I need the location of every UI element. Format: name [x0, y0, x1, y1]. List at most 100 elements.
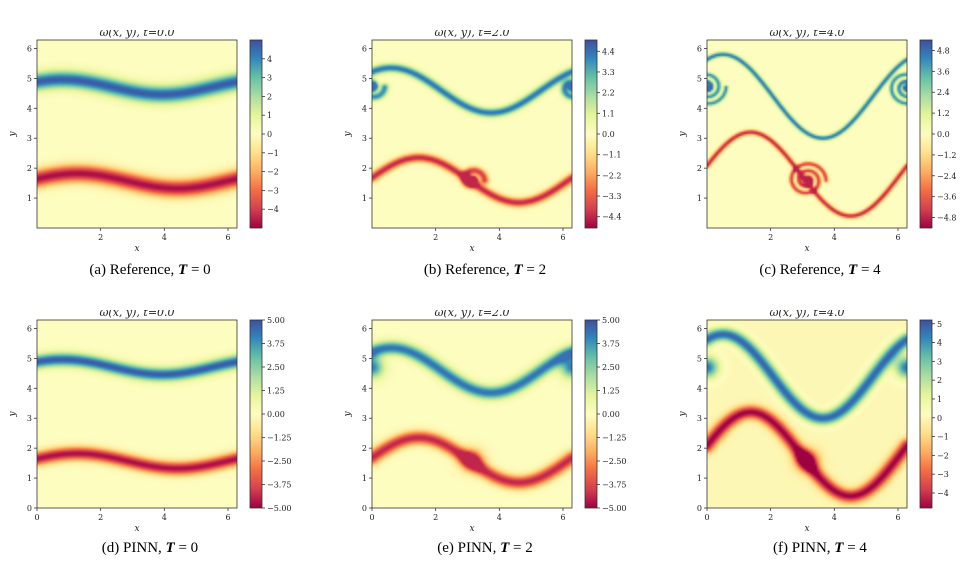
colorbar-tick-label: 1	[937, 395, 942, 404]
x-tick-label: 6	[225, 513, 230, 522]
x-tick-label: 4	[497, 233, 502, 242]
y-tick-label: 6	[362, 44, 367, 53]
y-tick-label: 4	[697, 384, 702, 393]
colorbar	[919, 319, 933, 509]
y-tick-label: 3	[27, 414, 32, 423]
caption-value: = 0	[174, 540, 199, 556]
y-tick-label: 6	[362, 324, 367, 333]
colorbar-tick-label: 1	[267, 111, 272, 120]
y-tick-label: 4	[27, 104, 32, 113]
y-tick-label: 4	[362, 384, 367, 393]
x-tick-label: 2	[98, 513, 103, 522]
chart-panel-c: ω(x, y), t=4.0 2 4 6 x 1 2 3 4 5 6 y 4.8 3.6 2.4 1.2 0.0…	[670, 26, 965, 290]
colorbar	[249, 39, 263, 229]
colorbar-tick-label: 3.6	[937, 67, 950, 76]
y-tick-label: 5	[362, 354, 367, 363]
x-axis-label: x	[804, 524, 809, 534]
colorbar-tick-label: −1.25	[267, 434, 292, 443]
caption-e: (e) PINN, T = 2	[335, 540, 635, 557]
colorbar-tick-label: −5.00	[267, 504, 292, 513]
y-axis-label: y	[8, 131, 18, 138]
y-tick-label: 2	[362, 164, 367, 173]
plot-frame	[371, 39, 573, 229]
colorbar-tick-label: 0	[937, 414, 942, 423]
chart-svg-e: ω(x, y), t=2.0 0 2 4 6 x 0 1 2 3 4 5 6 y 5.00 3.75 2.50 1…	[343, 306, 627, 534]
colorbar-tick-label: 3	[267, 74, 272, 83]
colorbar-tick-label: −1	[267, 149, 279, 158]
colorbar-tick-label: −2.4	[937, 172, 956, 181]
colorbar-tick-label: −4	[267, 205, 279, 214]
y-tick-label: 2	[27, 444, 32, 453]
heatmap-image	[37, 320, 237, 508]
x-tick-label: 6	[560, 233, 565, 242]
y-tick-label: 2	[27, 164, 32, 173]
x-tick-label: 0	[704, 513, 709, 522]
colorbar-tick-label: 0.0	[602, 130, 615, 139]
y-tick-label: 1	[697, 194, 702, 203]
x-tick-label: 6	[895, 513, 900, 522]
caption-prefix: (d) PINN,	[101, 540, 166, 556]
caption-variable: T	[178, 262, 188, 278]
colorbar	[584, 319, 598, 509]
chart-title: ω(x, y), t=4.0	[769, 30, 844, 39]
colorbar-tick-label: −1.1	[602, 151, 621, 160]
y-tick-label: 5	[27, 74, 32, 83]
y-tick-label: 3	[697, 414, 702, 423]
colorbar-tick-label: 0.00	[602, 410, 620, 419]
y-tick-label: 0	[27, 504, 32, 513]
colorbar-tick-label: 5	[937, 320, 942, 329]
plot-frame	[36, 39, 238, 229]
x-tick-label: 4	[832, 513, 837, 522]
caption-value: = 0	[187, 262, 211, 278]
y-tick-label: 3	[27, 134, 32, 143]
chart-svg-c: ω(x, y), t=4.0 2 4 6 x 1 2 3 4 5 6 y 4.8 3.6 2.4 1.2 0.0…	[678, 26, 956, 254]
x-axis-label: x	[804, 244, 809, 254]
y-tick-label: 4	[697, 104, 702, 113]
caption-variable: T	[513, 262, 523, 278]
colorbar-tick-label: 3.3	[602, 68, 615, 77]
heatmap-image	[372, 320, 572, 508]
y-tick-label: 5	[27, 354, 32, 363]
caption-d: (d) PINN, T = 0	[0, 540, 300, 557]
colorbar-tick-label: 5.00	[602, 316, 620, 325]
y-tick-label: 5	[362, 74, 367, 83]
colorbar-tick-label: −2	[937, 451, 949, 460]
chart-panel-f: ω(x, y), t=4.0 0 2 4 6 x 0 1 2 3 4 5 6 y 5 4 3 2 1 0 −1 −2 −3 −…	[670, 306, 965, 570]
colorbar-tick-label: 3.75	[602, 340, 620, 349]
colorbar-tick-label: −3.75	[267, 481, 292, 490]
colorbar-tick-label: −2.2	[602, 171, 621, 180]
chart-svg-f: ω(x, y), t=4.0 0 2 4 6 x 0 1 2 3 4 5 6 y 5 4 3 2 1 0 −1 −2 −3 −…	[678, 306, 949, 534]
colorbar-tick-label: 1.1	[602, 109, 615, 118]
colorbar-tick-label: −4.8	[937, 214, 956, 223]
y-tick-label: 1	[362, 474, 367, 483]
y-tick-label: 5	[697, 354, 702, 363]
heatmap-image	[707, 320, 907, 508]
y-tick-label: 2	[697, 164, 702, 173]
y-axis-label: y	[8, 411, 18, 418]
colorbar	[249, 319, 263, 509]
caption-f: (f) PINN, T = 4	[670, 540, 965, 557]
colorbar-tick-label: 2	[267, 92, 272, 101]
y-tick-label: 2	[362, 444, 367, 453]
plot-frame	[371, 319, 573, 509]
colorbar-tick-label: −3	[267, 186, 279, 195]
chart-panel-d: ω(x, y), t=0.0 0 2 4 6 x 0 1 2 3 4 5 6 y 5.00 3.75 2.50 1…	[0, 306, 300, 570]
caption-value: = 4	[857, 262, 881, 278]
plot-frame	[706, 319, 908, 509]
caption-prefix: (f) PINN,	[773, 540, 835, 556]
y-tick-label: 2	[697, 444, 702, 453]
x-tick-label: 2	[768, 233, 773, 242]
caption-value: = 2	[509, 540, 533, 556]
y-axis-label: y	[343, 131, 353, 138]
caption-variable: T	[165, 540, 175, 556]
x-tick-label: 6	[225, 233, 230, 242]
caption-prefix: (b) Reference,	[423, 262, 514, 278]
x-tick-label: 2	[433, 233, 438, 242]
caption-variable: T	[834, 540, 844, 556]
caption-variable: T	[500, 540, 510, 556]
colorbar-tick-label: 4	[937, 339, 942, 348]
colorbar-tick-label: −1.25	[602, 434, 627, 443]
colorbar-tick-label: 1.25	[267, 387, 285, 396]
colorbar-tick-label: −4.4	[602, 213, 621, 222]
